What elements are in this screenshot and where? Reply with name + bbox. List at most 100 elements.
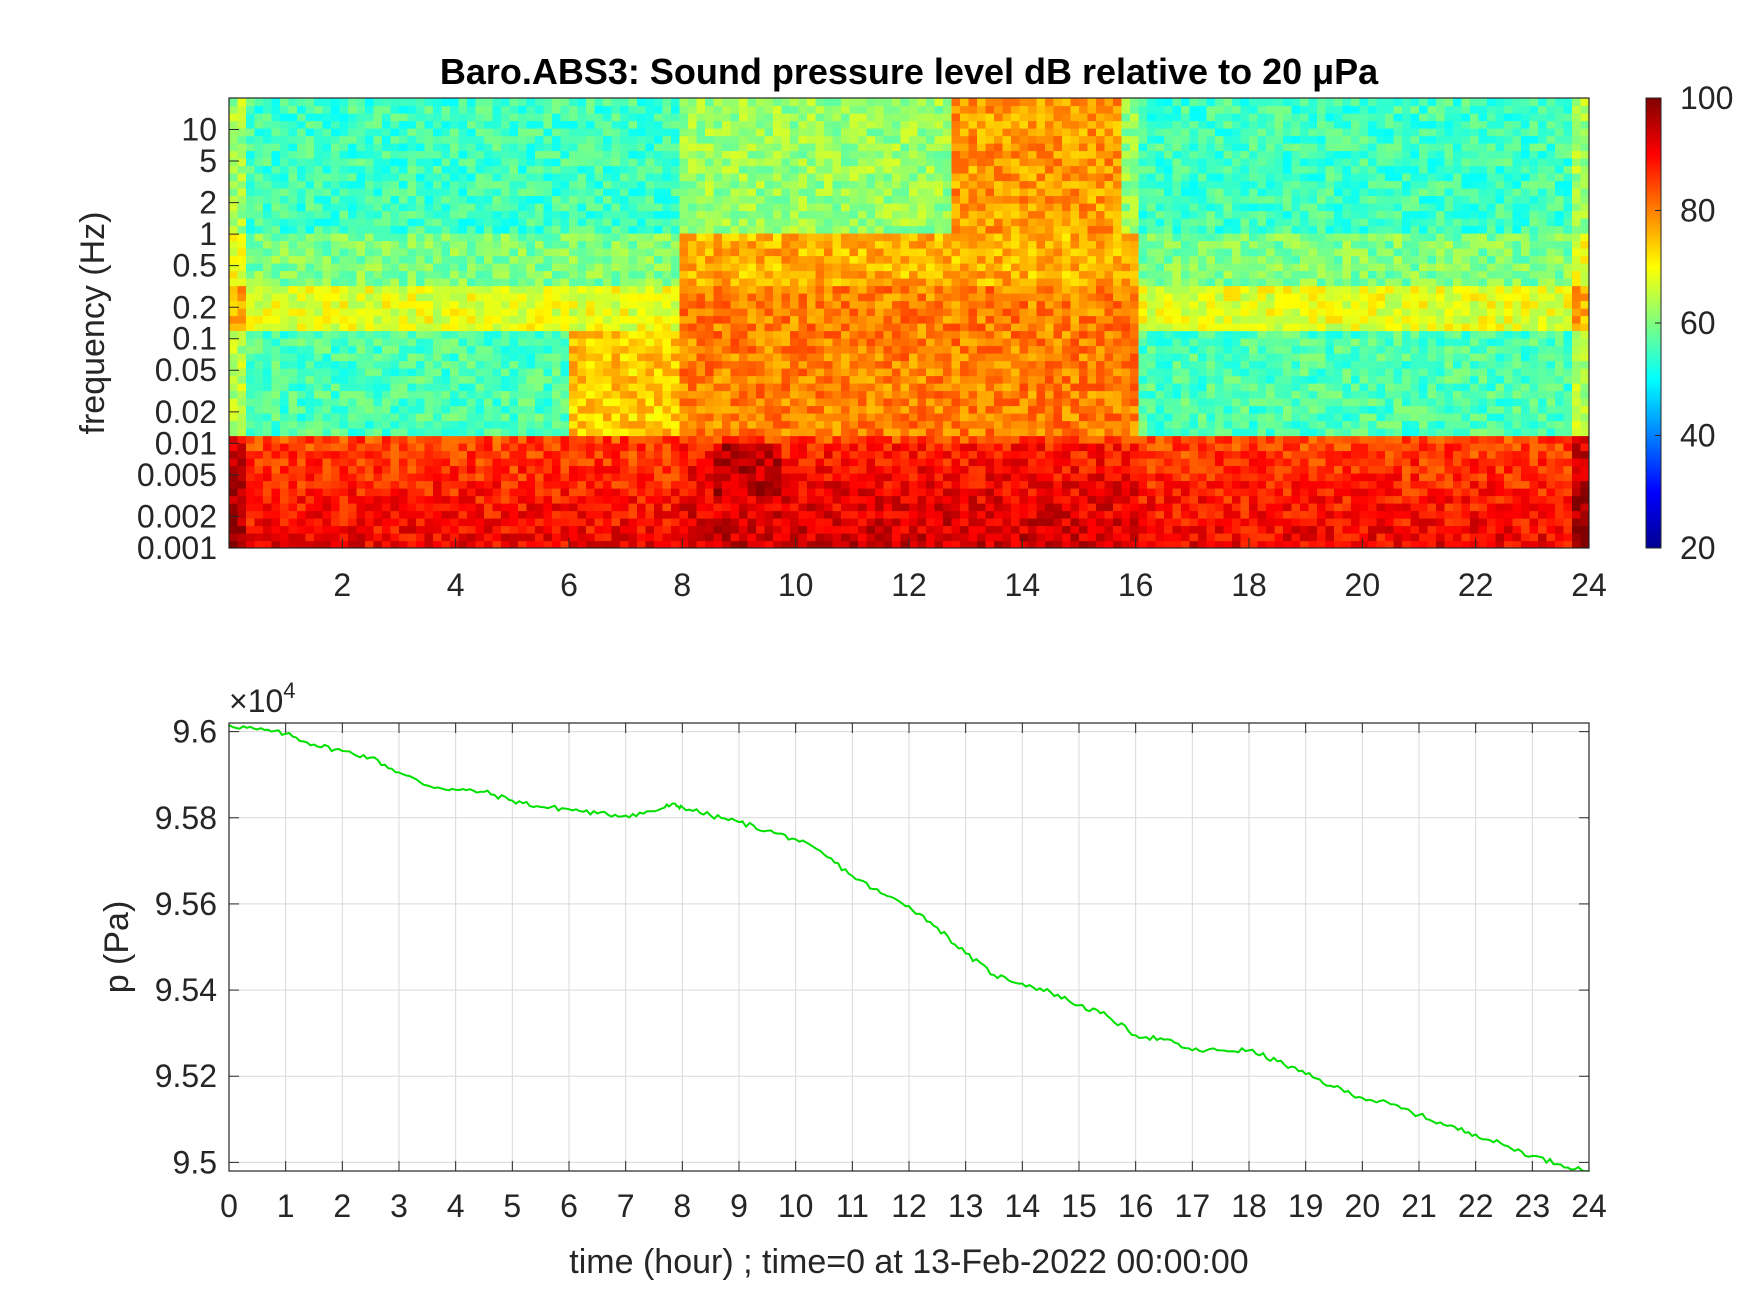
spectrogram-cell [883, 473, 893, 482]
spectrogram-cell [756, 218, 766, 227]
spectrogram-cell [705, 420, 715, 429]
spectrogram-cell [611, 330, 621, 339]
spectrogram-cell [773, 338, 783, 347]
spectrogram-cell [858, 428, 868, 437]
spectrogram-cell [373, 233, 383, 242]
spectrogram-cell [696, 293, 706, 302]
spectrogram-cell [900, 150, 910, 159]
spectrogram-cell [671, 315, 681, 324]
spectrogram-cell [458, 240, 468, 249]
spectrogram-cell [246, 270, 256, 279]
spectrogram-cell [883, 255, 893, 264]
spectrogram-cell [229, 300, 239, 309]
spectrogram-cell [815, 278, 825, 287]
spectrogram-cell [722, 225, 732, 234]
spectrogram-cell [229, 435, 239, 444]
spectrogram-cell [263, 293, 273, 302]
spectrogram-cell [900, 435, 910, 444]
spectrogram-cell [798, 420, 808, 429]
spectrogram-cell [577, 383, 587, 392]
spectrogram-cell [458, 383, 468, 392]
spectrogram-cell [322, 428, 332, 437]
spectrogram-cell [654, 375, 664, 384]
spectrogram-cell [934, 428, 944, 437]
spectrogram-cell [875, 435, 885, 444]
spectrogram-cell [662, 405, 672, 414]
spectrogram-cell [824, 188, 834, 197]
spectrogram-cell [909, 383, 919, 392]
spectrogram-cell [722, 248, 732, 257]
spectrogram-cell [348, 270, 358, 279]
spectrogram-cell [416, 518, 426, 527]
spectrogram-cell [280, 270, 290, 279]
spectrogram-cell [339, 420, 349, 429]
spectrogram-cell [594, 233, 604, 242]
spectrogram-cell [509, 143, 519, 152]
spectrogram-cell [705, 233, 715, 242]
spectrogram-cell [509, 465, 519, 474]
spectrogram-cell [662, 120, 672, 129]
spectrogram-cell [722, 510, 732, 519]
spectrogram-cell [586, 353, 596, 362]
spectrogram-cell [866, 218, 876, 227]
spectrogram-cell [441, 113, 451, 122]
spectrogram-cell [671, 480, 681, 489]
spectrogram-cell [730, 285, 740, 294]
spectrogram-cell [254, 413, 264, 422]
spectrogram-cell [773, 480, 783, 489]
spectrogram-cell [637, 375, 647, 384]
spectrogram-cell [424, 345, 434, 354]
spectrogram-cell [518, 473, 528, 482]
spectrogram-cell [475, 510, 485, 519]
spectrogram-cell [883, 300, 893, 309]
spectrogram-cell [730, 428, 740, 437]
spectrogram-cell [305, 248, 315, 257]
spectrogram-cell [637, 465, 647, 474]
spectrogram-cell [263, 435, 273, 444]
spectrogram-cell [645, 270, 655, 279]
spectrogram-cell [365, 263, 375, 272]
spectrogram-cell [637, 195, 647, 204]
spectrogram-cell [739, 428, 749, 437]
spectrogram-cell [611, 375, 621, 384]
spectrogram-cell [305, 158, 315, 167]
spectrogram-cell [535, 495, 545, 504]
spectrogram-cell [314, 203, 324, 212]
spectrogram-cell [560, 300, 570, 309]
spectrogram-cell [535, 323, 545, 332]
spectrogram-cell [390, 473, 400, 482]
spectrogram-cell [875, 233, 885, 242]
spectrogram-cell [603, 263, 613, 272]
spectrogram-cell [518, 173, 528, 182]
spectrogram-cell [424, 338, 434, 347]
spectrogram-cell [832, 495, 842, 504]
spectrogram-cell [909, 405, 919, 414]
spectrogram-cell [773, 383, 783, 392]
spectrogram-cell [645, 255, 655, 264]
spectrogram-cell [424, 248, 434, 257]
spectrogram-cell [263, 345, 273, 354]
spectrogram-cell [288, 293, 298, 302]
spectrogram-cell [441, 120, 451, 129]
spectrogram-cell [314, 465, 324, 474]
spectrogram-cell [552, 540, 562, 548]
spectrogram-cell [815, 368, 825, 377]
spectrogram-cell [849, 353, 859, 362]
spectrogram-cell [467, 533, 477, 542]
spectrogram-cell [586, 375, 596, 384]
spectrogram-cell [526, 518, 536, 527]
spectrogram-cell [577, 428, 587, 437]
spectrogram-cell [722, 113, 732, 122]
spectrogram-cell [790, 525, 800, 534]
spectrogram-cell [458, 233, 468, 242]
spectrogram-cell [254, 525, 264, 534]
spectrogram-cell [322, 383, 332, 392]
spectrogram-cell [603, 105, 613, 114]
spectrogram-cell [492, 435, 502, 444]
spectrogram-cell [832, 503, 842, 512]
spectrogram-cell [841, 480, 851, 489]
spectrogram-cell [348, 308, 358, 317]
spectrogram-cell [229, 293, 239, 302]
spectrogram-cell [280, 143, 290, 152]
spectrogram-cell [586, 405, 596, 414]
